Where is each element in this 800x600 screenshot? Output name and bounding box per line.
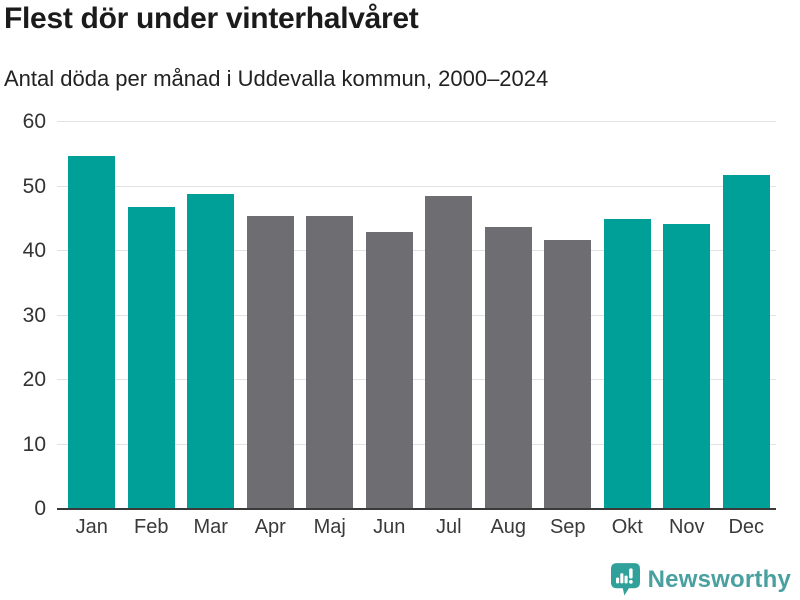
x-axis-label-nov: Nov bbox=[668, 516, 705, 538]
x-axis-label-okt: Okt bbox=[611, 516, 643, 538]
bar-nov bbox=[663, 223, 711, 508]
x-axis-label-jan: Jan bbox=[75, 516, 108, 538]
x-axis-label-aug: Aug bbox=[490, 516, 527, 538]
brand-name: Newsworthy bbox=[647, 565, 791, 593]
y-axis-tick-label: 60 bbox=[22, 110, 46, 133]
bar-mar bbox=[187, 193, 235, 508]
y-axis-tick-label: 0 bbox=[34, 497, 46, 520]
brand-footer: Newsworthy bbox=[610, 563, 791, 596]
bar-aug bbox=[484, 227, 532, 508]
gridline-y-60 bbox=[57, 121, 776, 122]
chart-title: Flest dör under vinterhalvåret bbox=[4, 2, 419, 35]
x-axis-label-mar: Mar bbox=[193, 516, 228, 538]
x-axis-label-apr: Apr bbox=[254, 516, 286, 538]
gridline-y-40 bbox=[57, 250, 776, 251]
y-axis-tick-label: 40 bbox=[22, 239, 46, 262]
bar-sep bbox=[544, 240, 592, 508]
gridline-y-20 bbox=[57, 379, 776, 380]
bar-okt bbox=[603, 219, 651, 508]
y-axis-tick-label: 30 bbox=[22, 303, 46, 327]
gridline-y-50 bbox=[57, 185, 776, 187]
bar-dec bbox=[722, 174, 770, 508]
chart-subtitle: Antal döda per månad i Uddevalla kommun,… bbox=[4, 66, 549, 91]
bar-feb bbox=[127, 206, 175, 508]
x-axis-label-jun: Jun bbox=[373, 516, 406, 538]
bar-apr bbox=[246, 215, 294, 508]
y-axis-tick-label: 20 bbox=[22, 368, 46, 391]
x-axis-label-jul: Jul bbox=[435, 516, 462, 538]
x-axis-label-sep: Sep bbox=[549, 516, 586, 538]
x-axis-label-feb: Feb bbox=[134, 516, 169, 538]
newsworthy-logo-icon bbox=[610, 563, 640, 596]
gridline-y-10 bbox=[57, 443, 776, 445]
bar-jul bbox=[425, 196, 473, 508]
y-axis-tick-label: 50 bbox=[22, 174, 46, 198]
bar-jun bbox=[365, 231, 413, 508]
x-axis-label-dec: Dec bbox=[728, 516, 765, 538]
x-axis-label-maj: Maj bbox=[313, 516, 346, 538]
bar-jan bbox=[68, 155, 116, 508]
bar-maj bbox=[306, 215, 354, 508]
x-axis-line bbox=[57, 508, 776, 510]
y-axis-tick-label: 10 bbox=[22, 432, 46, 456]
gridline-y-30 bbox=[57, 314, 776, 316]
